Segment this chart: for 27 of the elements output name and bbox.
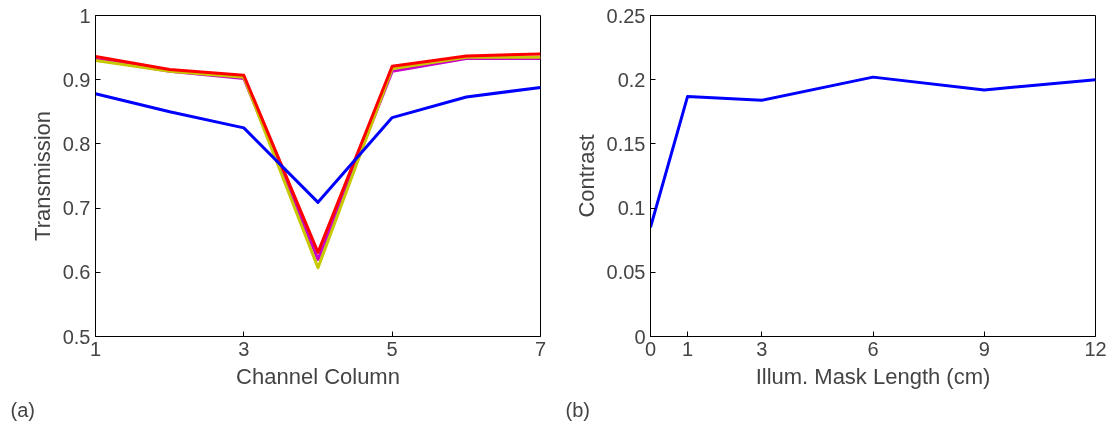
y-tick-label: 0.7 (62, 197, 91, 220)
y-tick-label: 0.6 (62, 261, 91, 284)
x-tick-label: 9 (978, 337, 990, 360)
x-axis-title: Illum. Mask Length (cm) (755, 363, 991, 389)
y-tick-label: 0.8 (62, 132, 91, 155)
y-axis-title: Transmission (29, 111, 55, 241)
x-tick-label: 5 (386, 337, 398, 360)
x-tick-label: 12 (1084, 337, 1107, 360)
y-tick-label: 0.2 (617, 68, 646, 91)
x-tick-label: 3 (756, 337, 768, 360)
y-tick-label: 0.1 (617, 197, 646, 220)
x-tick-label: 1 (682, 337, 694, 360)
line-series (95, 85, 541, 204)
y-axis-title: Contrast (573, 134, 599, 218)
line-series (650, 75, 1096, 229)
text: (b) (565, 398, 590, 421)
y-tick-label: 0.05 (606, 261, 646, 284)
x-tick-label: 3 (238, 337, 250, 360)
y-tick-label: 0.25 (606, 4, 646, 27)
y-tick-label: 0.15 (606, 132, 646, 155)
text: (a) (10, 398, 35, 421)
y-tick-label: 0.9 (62, 68, 91, 91)
x-axis-title: Channel Column (236, 363, 400, 389)
y-tick-label: 1 (79, 4, 91, 27)
y-tick-label: 0.5 (62, 325, 91, 348)
x-tick-label: 7 (534, 337, 547, 360)
x-tick-label: 6 (867, 337, 879, 360)
